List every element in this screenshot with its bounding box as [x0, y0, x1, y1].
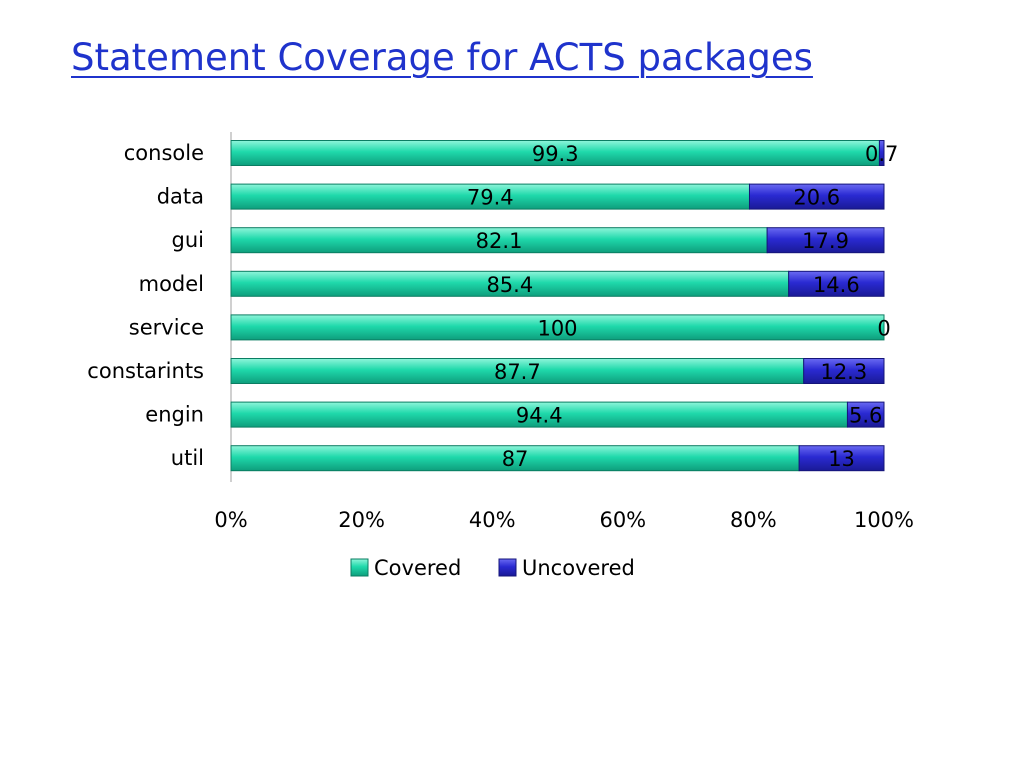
bar-segment-uncovered	[748, 183, 885, 210]
category-label: console	[124, 141, 204, 165]
data-label-uncovered: 0	[877, 316, 890, 340]
data-label-covered: 99.3	[532, 142, 579, 166]
data-label-covered: 87	[502, 447, 529, 471]
legend-label-covered: Covered	[374, 556, 461, 580]
data-label-uncovered: 0.7	[865, 142, 898, 166]
data-label-uncovered: 14.6	[813, 273, 860, 297]
data-label-covered: 94.4	[516, 404, 563, 428]
x-tick-label: 40%	[469, 508, 516, 532]
data-label-uncovered: 5.6	[849, 404, 882, 428]
data-label-uncovered: 13	[828, 447, 855, 471]
data-label-covered: 100	[537, 316, 577, 340]
bar-segment-covered	[230, 140, 880, 166]
bar-segment-covered	[230, 314, 885, 341]
category-label: model	[139, 272, 204, 296]
data-label-uncovered: 20.6	[793, 186, 840, 210]
bar-segment-covered	[230, 227, 768, 254]
category-label: constarints	[87, 359, 204, 383]
x-tick-label: 0%	[214, 508, 247, 532]
bar-segment-covered	[230, 401, 848, 428]
legend-swatch-uncovered	[498, 558, 517, 577]
x-tick-label: 100%	[854, 508, 914, 532]
bar-segment-uncovered	[798, 445, 885, 472]
x-tick-label: 80%	[730, 508, 777, 532]
category-label: engin	[145, 403, 204, 427]
bar-segment-covered	[230, 358, 805, 384]
bar-segment-covered	[230, 445, 800, 472]
data-label-covered: 85.4	[486, 273, 533, 297]
data-label-covered: 79.4	[467, 186, 514, 210]
data-label-uncovered: 12.3	[820, 360, 867, 384]
bar-segment-uncovered	[846, 401, 885, 428]
data-label-covered: 87.7	[494, 360, 541, 384]
bar-segment-uncovered	[878, 140, 885, 166]
bar-segment-uncovered	[803, 358, 885, 384]
legend-label-uncovered: Uncovered	[522, 556, 635, 580]
bar-segment-uncovered	[788, 270, 885, 297]
category-label: util	[171, 446, 204, 470]
bar-segment-covered	[230, 270, 790, 297]
slide-title: Statement Coverage for ACTS packages	[71, 36, 813, 79]
x-tick-label: 60%	[599, 508, 646, 532]
bar-segment-uncovered	[766, 227, 885, 254]
data-label-covered: 82.1	[476, 229, 523, 253]
legend-swatch-covered	[350, 558, 369, 577]
category-label: service	[129, 315, 204, 339]
data-label-uncovered: 17.9	[802, 229, 849, 253]
category-label: gui	[172, 228, 204, 252]
x-tick-label: 20%	[338, 508, 385, 532]
category-label: data	[157, 185, 204, 209]
